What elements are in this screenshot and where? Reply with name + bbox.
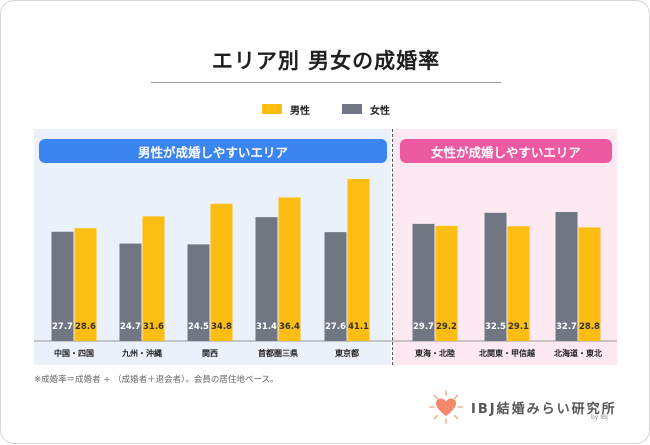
data-label-male: 41.1 bbox=[348, 322, 369, 332]
data-label-male: 28.8 bbox=[579, 322, 600, 332]
data-label-female: 32.5 bbox=[485, 322, 506, 332]
bar-male bbox=[507, 226, 530, 341]
data-label-male: 36.4 bbox=[279, 322, 300, 332]
brand-name: IBJ結婚みらい研究所 bbox=[471, 401, 617, 417]
data-label-male: 29.1 bbox=[508, 322, 529, 332]
bar-female bbox=[119, 243, 142, 341]
bar-female bbox=[187, 244, 210, 341]
data-label-male: 28.6 bbox=[75, 322, 96, 332]
bar-female bbox=[555, 212, 578, 341]
banner-male-favored: 男性が成婚しやすいエリア bbox=[39, 139, 387, 163]
banner-female-favored: 女性が成婚しやすいエリア bbox=[400, 139, 612, 163]
legend-label-female: 女性 bbox=[370, 105, 390, 117]
data-label-female: 29.7 bbox=[413, 322, 434, 332]
category-label: 首都圏三県 bbox=[258, 348, 298, 358]
brand-logo: IBJ結婚みらい研究所 by IBJ bbox=[429, 389, 629, 425]
data-label-female: 27.7 bbox=[52, 322, 73, 332]
bar-male bbox=[578, 227, 601, 341]
chart-title: エリア別 男女の成婚率 bbox=[211, 49, 441, 73]
bar-female bbox=[255, 217, 278, 341]
legend-label-male: 男性 bbox=[290, 105, 310, 117]
data-label-male: 31.6 bbox=[143, 322, 164, 332]
category-label: 中国・四国 bbox=[54, 348, 94, 358]
bar-male bbox=[210, 203, 233, 341]
data-label-male: 29.2 bbox=[436, 322, 457, 332]
bar-male bbox=[278, 197, 301, 341]
bar-female bbox=[324, 232, 347, 341]
category-label: 北関東・甲信越 bbox=[479, 348, 536, 358]
title-underline bbox=[151, 82, 501, 83]
data-label-female: 32.7 bbox=[556, 322, 577, 332]
panel-divider bbox=[392, 129, 393, 365]
category-label: 北海道・東北 bbox=[554, 348, 602, 358]
data-label-female: 24.7 bbox=[120, 322, 141, 332]
data-label-female: 27.6 bbox=[325, 322, 346, 332]
footnote: ※成婚率＝成婚者 ÷ （成婚者＋退会者）。会員の居住地ベース。 bbox=[34, 375, 279, 385]
bar-male bbox=[142, 216, 165, 341]
heart-logo-icon bbox=[429, 390, 463, 424]
category-label: 東海・北陸 bbox=[415, 348, 455, 358]
legend-swatch-female bbox=[342, 104, 362, 114]
legend: 男性 女性 bbox=[1, 101, 650, 117]
bar-male bbox=[435, 225, 458, 341]
bar-female bbox=[484, 212, 507, 341]
legend-item-male: 男性 bbox=[262, 101, 310, 117]
bar-female bbox=[51, 231, 74, 341]
bar-male bbox=[74, 228, 97, 341]
bar-male bbox=[347, 178, 370, 341]
category-label: 九州・沖縄 bbox=[121, 348, 162, 358]
data-label-female: 31.4 bbox=[256, 322, 277, 332]
legend-swatch-male bbox=[262, 104, 282, 114]
category-label: 東京都 bbox=[335, 348, 359, 358]
data-label-male: 34.8 bbox=[211, 322, 232, 332]
legend-item-female: 女性 bbox=[342, 101, 390, 117]
bar-female bbox=[412, 223, 435, 341]
brand-sub: by IBJ bbox=[591, 414, 608, 421]
category-label: 関西 bbox=[202, 348, 218, 358]
data-label-female: 24.5 bbox=[188, 322, 209, 332]
